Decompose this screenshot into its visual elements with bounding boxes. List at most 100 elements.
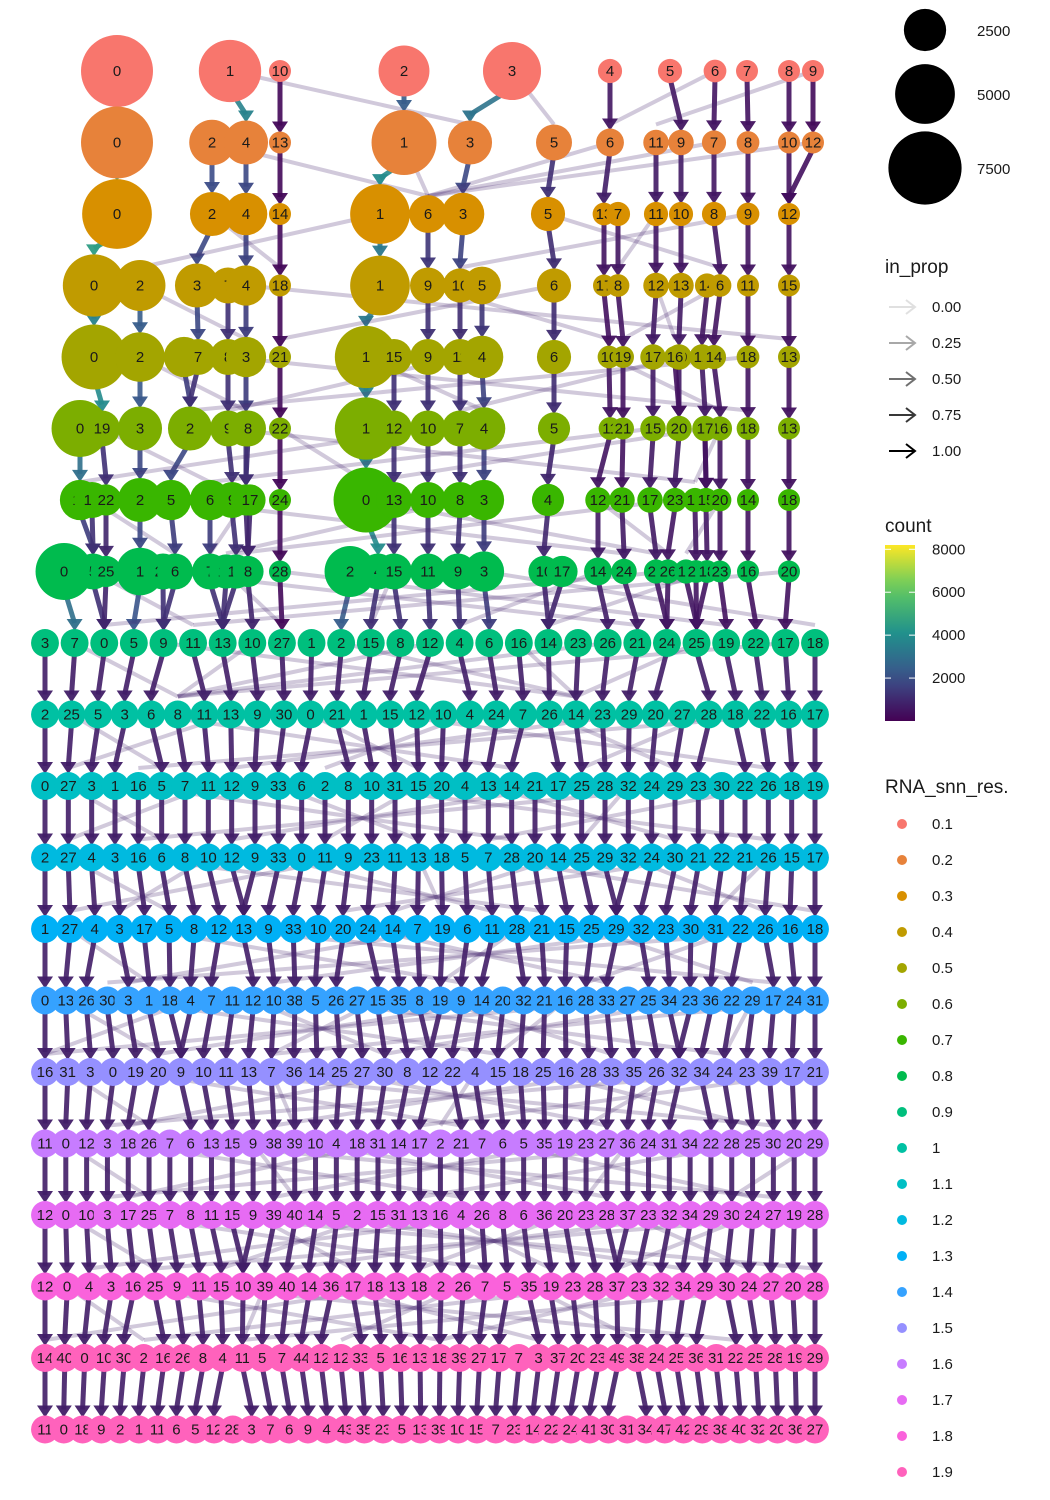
cluster-node [761, 1344, 790, 1372]
cluster-node [350, 255, 410, 316]
cluster-node-label: 14 [706, 349, 723, 366]
edge-arrowhead [238, 400, 254, 413]
cluster-node-label: 18 [807, 635, 824, 652]
cluster-node-label: 5 [503, 1279, 511, 1296]
edge-arrowhead [480, 833, 497, 846]
edge [694, 1366, 705, 1410]
cluster-node [471, 1272, 499, 1301]
edge-arrowhead [525, 1405, 542, 1418]
cluster-node [652, 629, 681, 657]
cluster-node [403, 915, 432, 943]
edge-arrowhead [420, 257, 436, 270]
edge-arrowhead [610, 264, 626, 277]
edge-arrowhead [186, 905, 203, 918]
cluster-node-label: 24 [272, 492, 289, 509]
edge [201, 722, 211, 767]
cluster-node-label: 17 [491, 1350, 508, 1367]
cluster-node [777, 843, 806, 872]
edge-arrowhead [713, 833, 730, 846]
cluster-node-label: 10 [195, 1064, 212, 1081]
edge [687, 937, 694, 981]
cluster-node-label: 9 [424, 349, 432, 366]
cluster-node [31, 1201, 59, 1229]
cluster-node-label: 14 [474, 993, 491, 1010]
cluster-node [339, 1272, 367, 1301]
cluster-node-label: 11 [37, 1422, 53, 1439]
cluster-node-label: 6 [519, 1207, 527, 1224]
edge [605, 1365, 621, 1411]
cluster-node-label: 39 [257, 1279, 274, 1296]
edge-arrowhead [753, 690, 770, 703]
cluster-node [376, 339, 412, 375]
edge-arrowhead [533, 905, 550, 918]
edge-arrowhead [694, 1405, 711, 1418]
cluster-node [737, 560, 759, 583]
cluster-node [596, 128, 624, 157]
edge-arrowhead [141, 1191, 158, 1204]
cluster-node [167, 406, 213, 451]
edge-arrowhead [587, 1262, 603, 1275]
edge [239, 1294, 246, 1339]
cluster-node [535, 700, 564, 729]
edge-arrowhead [272, 264, 288, 277]
cluster-node [31, 1129, 59, 1158]
edge [625, 1008, 637, 1053]
edge-arrowhead [86, 314, 102, 327]
cluster-node [521, 772, 549, 800]
in-prop-legend-title: in_prop [885, 257, 948, 278]
cluster-node [280, 1129, 309, 1158]
cluster-node-label: 20 [570, 1350, 587, 1367]
edge-arrowhead [783, 762, 800, 775]
cluster-node-label: 24 [488, 707, 505, 724]
edge-arrowhead [329, 690, 346, 703]
cluster-node-label: 28 [807, 1279, 824, 1296]
edge [229, 865, 247, 910]
res-legend-key [897, 1179, 907, 1189]
cluster-node-label: 4 [457, 1207, 465, 1224]
edge-arrowhead [740, 335, 756, 348]
edge [786, 147, 816, 199]
edge-arrowhead [782, 905, 799, 918]
edge-arrowhead [690, 833, 707, 846]
cluster-node [777, 772, 806, 800]
edge-arrowhead [104, 1048, 121, 1061]
cluster-node-label: 15 [558, 921, 575, 938]
cluster-node [697, 1129, 725, 1158]
cluster-node-label: 5 [376, 1350, 384, 1367]
cluster-node-label: 4 [187, 993, 195, 1010]
cluster-node-label: 30 [376, 1064, 393, 1081]
cluster-node [780, 1129, 809, 1158]
cluster-node-label: 40 [56, 1350, 73, 1367]
edge [711, 292, 723, 340]
cluster-node-label: 8 [181, 850, 189, 867]
cluster-node-label: 7 [278, 1350, 286, 1367]
cluster-node-label: 31 [370, 1136, 387, 1153]
edge-arrowhead [667, 762, 683, 775]
cluster-node-label: 7 [207, 993, 215, 1010]
cluster-node-label: 17 [554, 564, 571, 581]
cluster-node [353, 915, 382, 943]
edge-arrowhead [807, 833, 823, 846]
cluster-node-label: 21 [807, 1064, 824, 1081]
cluster-node-label: 36 [286, 1064, 303, 1081]
cluster-node-label: 3 [247, 1422, 255, 1439]
cluster-node-label: 9 [249, 1136, 257, 1153]
cluster-node-label: 13 [412, 1422, 429, 1439]
cluster-node [735, 1272, 763, 1301]
cluster-node-label: 34 [682, 1136, 699, 1153]
edge [601, 150, 613, 197]
cluster-node-label: 4 [544, 492, 552, 509]
cluster-node-label: 22 [747, 635, 764, 652]
cluster-node-label: 25 [583, 921, 600, 938]
cluster-node [741, 1344, 770, 1372]
cluster-node-label: 8 [403, 1064, 411, 1081]
cluster-node [61, 324, 127, 390]
edge [262, 1222, 277, 1268]
cluster-node-label: 13 [781, 349, 798, 366]
res-legend-key [897, 999, 907, 1009]
cluster-node [701, 915, 730, 943]
edge-arrowhead [480, 762, 497, 775]
cluster-node-label: 10 [200, 850, 217, 867]
edge [190, 650, 207, 696]
cluster-node-label: 2 [208, 206, 216, 223]
